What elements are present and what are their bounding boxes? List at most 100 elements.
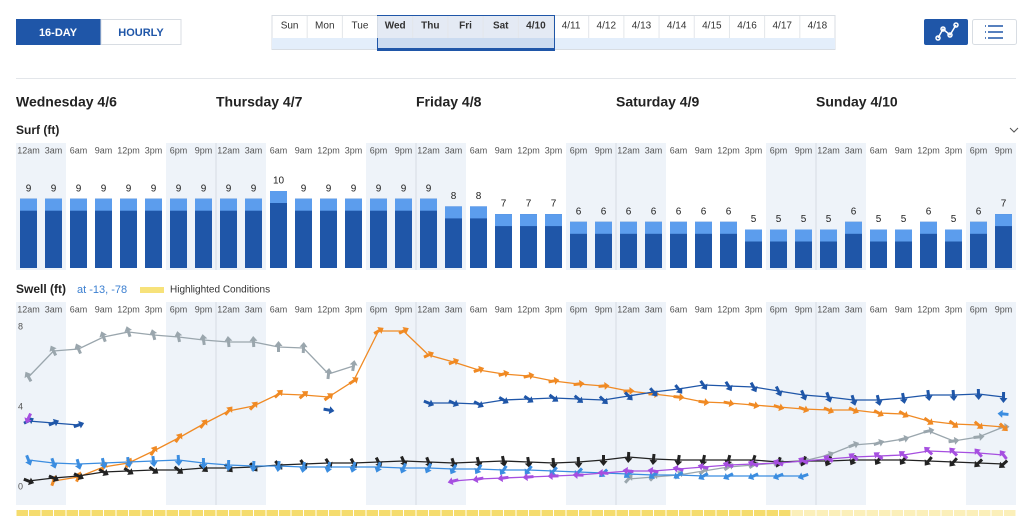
swell-arrow [448, 357, 460, 366]
swell-arrow [299, 461, 308, 473]
time-label: 12pm [717, 304, 740, 314]
surf-label: 7 [526, 199, 532, 210]
surf-bar-top [320, 198, 337, 211]
swell-arrow [98, 468, 109, 476]
time-label: 12am [617, 304, 640, 314]
surf-bar-top [620, 221, 637, 234]
swell-arrow [323, 406, 335, 415]
swell-arrow [848, 440, 860, 449]
swell-arrow [848, 406, 859, 415]
swell-arrow [949, 447, 959, 457]
surf-label: 5 [801, 214, 807, 225]
condition-cell [666, 510, 678, 516]
time-label: 9pm [795, 145, 813, 155]
surf-bar-top [345, 198, 362, 211]
swell-arrow [598, 381, 610, 390]
surf-bar [20, 198, 37, 268]
condition-cell [916, 510, 928, 516]
surf-bar [45, 198, 62, 268]
swell-arrow [573, 379, 585, 388]
night-shade [791, 302, 816, 505]
condition-cell [791, 510, 803, 516]
swell-arrow [722, 460, 734, 469]
condition-cell [929, 510, 941, 516]
swell-arrow [48, 418, 60, 427]
condition-cell [16, 510, 28, 516]
time-label: 12am [17, 145, 40, 155]
day-heading: Saturday 4/9 [616, 94, 699, 110]
condition-cell [266, 510, 278, 516]
strip-selection-bar [377, 48, 555, 51]
swell-arrow [274, 460, 283, 472]
condition-cell [491, 510, 503, 516]
swell-arrow [99, 457, 108, 469]
tab[interactable] [100, 19, 182, 45]
time-label: 3am [845, 145, 863, 155]
surf-bar-top [470, 206, 487, 219]
surf-bar-top [170, 198, 187, 211]
swell-arrow [199, 457, 208, 469]
swell-arrow [473, 365, 485, 374]
condition-cell [116, 510, 128, 516]
time-label: 3pm [945, 145, 963, 155]
condition-cell [366, 510, 378, 516]
time-label: 9am [695, 145, 713, 155]
condition-cell [829, 510, 841, 516]
condition-cell [966, 510, 978, 516]
condition-cell [429, 510, 441, 516]
condition-cell [679, 510, 691, 516]
tab-active[interactable] [16, 19, 101, 45]
swell-arrow [23, 477, 35, 486]
time-label: 12am [817, 304, 840, 314]
swell-arrow [174, 331, 183, 343]
surf-bar-top [595, 221, 612, 234]
condition-cell [454, 510, 466, 516]
swell-arrow [974, 458, 984, 468]
time-label: 6am [870, 304, 888, 314]
tab-label[interactable]: HOURLY [118, 27, 164, 39]
tab-label[interactable]: 16-DAY [39, 27, 78, 39]
surf-label: 9 [151, 183, 157, 194]
condition-cell [191, 510, 203, 516]
surf-bar-top [795, 229, 812, 242]
swell-arrow [99, 331, 107, 343]
time-label: 3am [45, 304, 63, 314]
time-label: 12am [417, 145, 440, 155]
swell-arrow [149, 455, 158, 467]
date-strip[interactable]: Sun Mon Tue Wed Thu Fri Sat 4/10 4/11 4/12 4/13 4/1… [271, 15, 836, 52]
swell-arrow [574, 456, 583, 468]
swell-arrow [124, 456, 133, 468]
swell-arrow [797, 472, 809, 481]
condition-cell [504, 510, 516, 516]
surf-bar-top [420, 198, 437, 211]
surf-bar-top [145, 198, 162, 211]
strip-label: Thu [421, 21, 439, 32]
swell-arrow [723, 399, 735, 408]
surf-label: 5 [951, 214, 957, 225]
collapse-icon[interactable] [1009, 127, 1019, 133]
swell-arrow [472, 475, 484, 484]
surf-bar-top [820, 229, 837, 242]
strip-label: 4/18 [808, 21, 828, 32]
time-label: 3pm [345, 145, 363, 155]
time-label: 3am [245, 304, 263, 314]
surf-label: 6 [651, 206, 657, 217]
swell-arrow [899, 392, 908, 404]
surf-label: 9 [26, 183, 32, 194]
condition-cell [879, 510, 891, 516]
surf-label: 9 [176, 183, 182, 194]
swell-arrow [424, 462, 433, 474]
time-label: 9pm [595, 145, 613, 155]
night-shade [41, 302, 66, 505]
strip-selection [377, 15, 555, 50]
swell-arrow [674, 454, 683, 466]
swell-arrow [973, 432, 985, 441]
surf-label: 9 [51, 183, 57, 194]
surf-label: 9 [376, 183, 382, 194]
swell-arrow [998, 422, 1008, 432]
swell-arrow [597, 468, 609, 477]
swell-arrow [448, 399, 459, 408]
night-shade [816, 302, 841, 505]
time-label: 9pm [195, 304, 213, 314]
time-label: 6pm [970, 304, 988, 314]
